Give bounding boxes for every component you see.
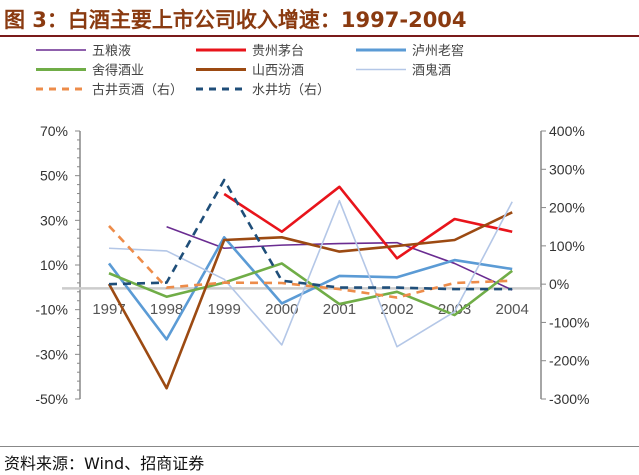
x-tick-label: 2001 (323, 301, 356, 318)
left-tick-label: 70% (40, 123, 68, 139)
x-tick-label: 2004 (496, 301, 529, 318)
series-line-3 (108, 262, 513, 317)
right-tick-label: 100% (549, 238, 585, 254)
x-tick-label: 1998 (150, 301, 183, 318)
series-line-1 (223, 185, 513, 260)
left-tick-label: -10% (35, 302, 68, 318)
left-tick-label: -50% (35, 391, 68, 407)
chart-title: 图 3：白酒主要上市公司收入增速：1997-2004 (4, 8, 467, 32)
title-divider (0, 35, 639, 37)
legend-label: 舍得酒业 (92, 63, 144, 79)
source-note: 资料来源：Wind、招商证券 (4, 454, 205, 473)
x-tick-label: 2003 (438, 301, 471, 318)
legend-label: 古井贡酒（右） (92, 83, 183, 98)
legend-label: 五粮液 (92, 44, 131, 59)
right-tick-label: 0% (549, 276, 569, 292)
series-line-6 (108, 225, 513, 299)
series-line-7 (108, 178, 513, 291)
x-tick-label: 2002 (380, 301, 413, 318)
legend-label: 水井坊（右） (252, 83, 330, 98)
right-tick-label: -300% (549, 391, 589, 407)
chart: 70% 50% 30% 10% -10% -30% -50% 400% 300% 200% 100%… (35, 43, 589, 407)
x-tick-label: 2000 (265, 301, 298, 318)
right-tick-label: 200% (549, 200, 585, 216)
right-tick-label: -200% (549, 353, 589, 369)
legend-label: 泸州老窖 (412, 43, 464, 59)
legend-label: 酒鬼酒 (412, 63, 451, 79)
series-line-0 (166, 226, 513, 291)
legend-label: 山西汾酒 (252, 64, 304, 79)
left-tick-label: -30% (35, 346, 68, 362)
x-tick-label: 1999 (208, 301, 241, 318)
right-tick-label: -100% (549, 314, 589, 330)
left-tick-label: 50% (40, 168, 68, 184)
series-line-5 (108, 199, 513, 348)
right-tick-label: 300% (549, 161, 585, 177)
left-tick-label: 30% (40, 212, 68, 228)
legend-label: 贵州茅台 (252, 44, 304, 59)
right-tick-label: 400% (549, 123, 585, 139)
left-tick-label: 10% (40, 257, 68, 273)
x-tick-label: 1997 (92, 301, 125, 318)
series-line-2 (107, 236, 513, 341)
series-line-4 (107, 211, 513, 390)
footer-divider (0, 446, 639, 447)
